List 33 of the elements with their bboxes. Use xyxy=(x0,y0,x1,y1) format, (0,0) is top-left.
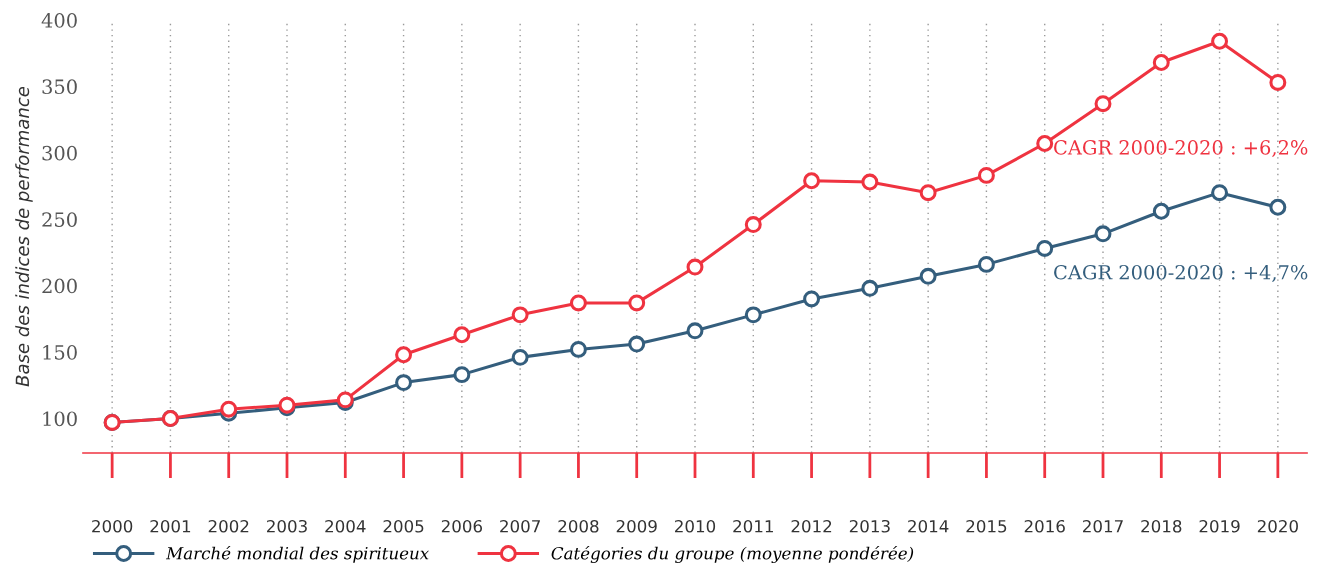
y-tick-label: 350 xyxy=(42,79,77,95)
x-tick-label: 2008 xyxy=(558,519,599,533)
y-tick-label: 100 xyxy=(43,411,77,427)
x-tick-label: 2012 xyxy=(791,519,832,533)
y-tick-label: 250 xyxy=(42,212,77,227)
y-tick-label: 200 xyxy=(42,278,77,294)
x-tick-label: 2019 xyxy=(1199,519,1240,533)
x-tick-label: 2010 xyxy=(675,519,716,533)
annotation: CAGR 2000-2020 : +6,2% xyxy=(1054,140,1308,158)
x-tick-label: 2014 xyxy=(908,519,949,533)
y-tick-label: 400 xyxy=(41,12,77,28)
y-axis-title: Base des indices de performance xyxy=(15,86,33,387)
x-tick-label: 2009 xyxy=(616,519,657,533)
legend-label: Marché mondial des spiritueux xyxy=(165,545,429,563)
x-tick-label: 2001 xyxy=(150,519,191,533)
x-tick-label: 2020 xyxy=(1257,519,1298,533)
x-tick-label: 2017 xyxy=(1083,519,1123,533)
x-tick-label: 2003 xyxy=(267,519,307,533)
y-tick-label: 300 xyxy=(42,145,77,161)
x-tick-label: 2005 xyxy=(383,519,424,533)
x-tick-label: 2015 xyxy=(966,519,1007,533)
x-tick-label: 2000 xyxy=(92,519,133,533)
annotation: CAGR 2000-2020 : +4,7% xyxy=(1054,264,1308,282)
x-tick-label: 2013 xyxy=(849,519,890,533)
x-tick-label: 2002 xyxy=(208,519,249,533)
x-tick-label: 2004 xyxy=(325,519,366,533)
x-tick-label: 2007 xyxy=(500,519,540,533)
x-tick-label: 2011 xyxy=(733,519,773,533)
y-tick-label: 150 xyxy=(43,345,77,360)
x-tick-label: 2006 xyxy=(441,519,483,533)
x-tick-label: 2018 xyxy=(1141,519,1182,533)
x-tick-label: 2016 xyxy=(1024,519,1065,533)
legend-label: Catégories du groupe (moyenne pondérée) xyxy=(551,545,914,563)
